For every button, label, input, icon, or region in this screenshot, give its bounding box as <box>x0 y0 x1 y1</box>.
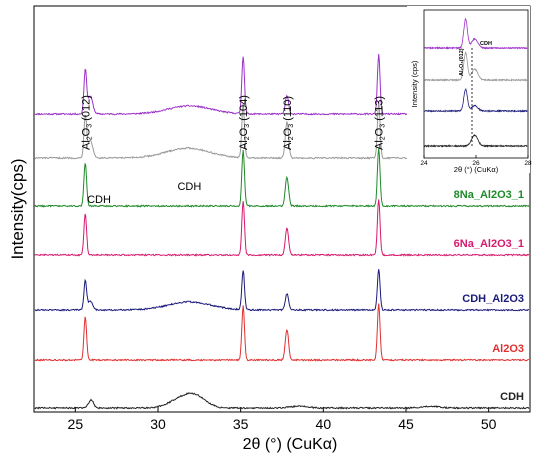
main-y-axis-label: Intensity(cps) <box>8 158 27 259</box>
main-x-tick-label: 50 <box>481 416 497 432</box>
peak-annotation: Al2O3 (012) <box>80 95 93 150</box>
series-label: Al2O3 <box>492 343 524 355</box>
main-plot-frame <box>33 5 531 413</box>
peak-annotation: Al2O3 (110) <box>282 96 295 150</box>
main-peak-annotations: Al2O3 (012) CDH CDH Al2O3 (104) Al2O3 (110) A… <box>80 95 386 206</box>
inset-x-axis-label: 2θ (°) (CuKα) <box>454 165 499 174</box>
series-label: 6Na_Al2O3_1 <box>454 238 524 250</box>
main-x-tick-label: 40 <box>316 416 332 432</box>
inset-x-ticks: 24 26 28 <box>420 155 532 167</box>
inset-series-group <box>424 17 528 148</box>
inset-peak-label-cdh: CDH <box>480 41 492 47</box>
peak-annotation: Al2O3 (104) <box>238 95 251 150</box>
inset-plot: 24 26 28 Al₂O₃(012) CDH 2θ (°) (CuKα) Inte… <box>407 6 532 174</box>
main-x-tick-label: 30 <box>150 416 166 432</box>
main-x-ticks: 25 30 35 40 45 50 <box>68 407 497 432</box>
series-line-8na-al2o3-1 <box>34 148 530 208</box>
inset-y-axis-label: Intensity (cps) <box>410 60 419 107</box>
main-series-group <box>34 54 530 410</box>
series-line-6na-al2o3-1 <box>34 199 530 257</box>
inset-x-tick-label: 26 <box>472 160 480 167</box>
inset-background <box>407 6 530 173</box>
peak-annotation: Al2O3 (113) <box>374 96 387 150</box>
peak-annotation-cdh: CDH <box>87 194 111 206</box>
peak-annotation-cdh: CDH <box>177 181 201 193</box>
series-label: CDH_Al2O3 <box>462 293 524 305</box>
series-label: CDH <box>500 391 524 403</box>
inset-series-line <box>424 50 528 83</box>
series-line-al2o3 <box>34 303 529 362</box>
main-x-tick-label: 45 <box>398 416 414 432</box>
inset-x-tick-label: 28 <box>524 160 532 167</box>
series-label: 8Na_Al2O3_1 <box>454 189 524 201</box>
main-x-tick-label: 35 <box>233 416 249 432</box>
main-x-axis-label: 2θ (°) (CuKα) <box>243 436 338 453</box>
series-line-cdh-al2o3 <box>34 269 530 312</box>
series-line-cdh <box>34 392 530 410</box>
inset-peak-label-al2o3: Al₂O₃(012) <box>459 48 465 76</box>
inset-series-line <box>424 17 528 50</box>
inset-series-line <box>424 87 528 113</box>
main-x-tick-label: 25 <box>68 416 84 432</box>
inset-x-tick-label: 24 <box>420 160 428 167</box>
inset-series-line <box>424 134 528 148</box>
